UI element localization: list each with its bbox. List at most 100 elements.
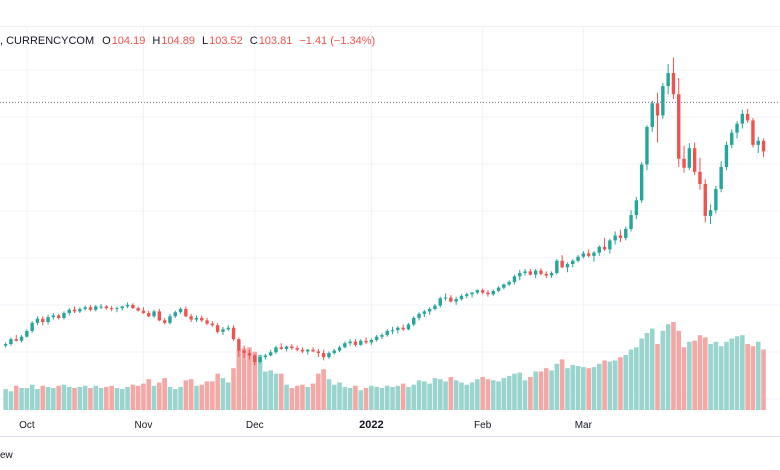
candle [571,259,575,268]
candle [698,157,702,190]
x-tick-label: Nov [135,420,153,431]
volume-bar [464,384,470,410]
volume-bar [724,341,729,410]
volume-bar [708,344,713,410]
candle [507,280,511,287]
volume-bar [559,359,565,410]
candle-body [629,215,633,229]
candle [178,307,183,314]
grid [0,26,780,412]
candle-body [348,341,352,344]
candle-body [751,120,755,145]
candle [390,326,395,335]
candle-body [215,325,220,332]
candle-body [571,260,575,265]
symbol-label[interactable]: , CURRENCYCOM [0,35,95,47]
candle [67,308,71,316]
candle-body [274,347,278,353]
volume-bar [755,341,761,410]
candle [618,229,623,243]
volume-bar [400,383,406,410]
footer-link[interactable]: ew [0,450,13,461]
volume-bar [93,385,99,410]
candle-body [555,260,559,274]
volume-bar [210,381,215,410]
candle [168,313,172,325]
candle-body [83,307,87,309]
candle-body [9,339,13,345]
candle [173,310,177,318]
volume-bar [146,379,152,410]
candle-body [205,320,209,324]
candle [348,339,352,346]
candle [597,245,601,256]
candle [88,304,93,312]
candle [374,335,379,342]
candle-body [581,253,586,257]
volume-bar [188,379,194,410]
volume-bar [411,384,417,410]
candle [475,289,480,295]
candle-body [565,264,570,268]
candle [359,339,363,346]
volume-bar [671,322,676,410]
candle [136,306,140,312]
candle [555,259,559,275]
candle [740,109,745,129]
close-label: C [249,35,258,47]
candle [226,325,230,331]
volume-bar [183,380,189,410]
volume-bar [490,380,496,410]
candle-body [496,287,501,291]
candle [184,306,188,318]
candle-body [459,295,464,300]
candle-body [639,164,644,201]
volume-bar [565,368,570,410]
candle-body [284,346,289,349]
candle-body [316,351,321,354]
volume-bar [432,378,438,410]
candle [194,315,199,323]
candle-body [162,320,167,323]
candle-body [359,340,363,345]
volume-bar [257,355,263,410]
volume-bar [469,382,475,410]
candle [94,304,98,312]
candle-body [486,292,490,295]
candle-body [221,329,225,332]
x-tick-label: 2022 [359,419,383,431]
volume-bar [549,370,554,410]
candle [19,335,24,343]
candle [634,197,639,220]
candle-body [263,355,268,358]
ohlc-legend: , CURRENCYCOM O 104.19 H 104.89 L 103.52… [0,32,382,50]
candle-body [115,308,119,310]
candle [343,341,347,349]
volume-bar [40,385,46,410]
volume-bar [575,366,581,410]
candle [189,313,193,323]
volume-bar [596,363,602,410]
candle-body [72,309,77,312]
candle-body [645,126,649,165]
candle-body [94,306,98,310]
open-value: 104.19 [111,35,146,47]
volume-bar [522,380,528,410]
candle [295,345,299,352]
candle [671,57,676,100]
candle [231,325,236,341]
candle [46,314,50,325]
candle-body [480,290,485,293]
volume-bar [729,338,735,410]
volume-bar [300,384,305,410]
x-tick-label: Dec [246,420,264,431]
candle-body [141,310,146,314]
volume-bar [268,370,273,410]
candle [491,289,495,296]
candle-body [295,348,299,350]
volume-bar [512,373,517,410]
candle [745,108,750,123]
volume-bar [517,372,523,410]
candle [369,338,374,345]
